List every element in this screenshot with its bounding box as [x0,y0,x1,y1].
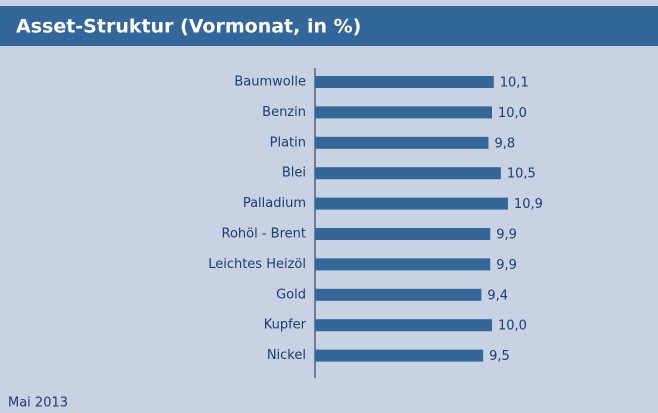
bar [315,106,492,119]
value-label: 9,5 [489,349,510,364]
bar [315,319,492,332]
category-label: Platin [270,135,306,150]
value-label: 9,9 [496,258,517,273]
category-label: Gold [276,287,306,302]
category-label: Palladium [243,196,306,211]
value-label: 10,0 [498,319,527,334]
category-label: Leichtes Heizöl [208,257,306,272]
value-label: 10,5 [507,167,536,182]
category-label: Kupfer [264,318,307,333]
category-label: Benzin [262,105,306,120]
bar [315,258,491,271]
chart-title: Asset-Struktur (Vormonat, in %) [16,16,361,38]
bar [315,136,489,149]
category-label: Baumwolle [234,75,306,90]
value-label: 9,9 [496,228,517,243]
category-label: Blei [282,166,306,181]
value-label: 10,0 [498,106,527,121]
category-label: Rohöl - Brent [222,227,306,242]
category-label: Nickel [267,348,306,363]
value-label: 10,1 [500,76,529,91]
header [0,6,658,46]
bar [315,197,508,210]
bar [315,349,484,362]
value-label: 10,9 [514,197,543,212]
value-label: 9,4 [487,288,508,303]
bar [315,288,482,301]
bar [315,228,491,240]
bar [315,167,501,180]
footnote: Mai 2013 [8,396,68,411]
bar [315,76,494,88]
value-label: 9,8 [494,136,515,151]
